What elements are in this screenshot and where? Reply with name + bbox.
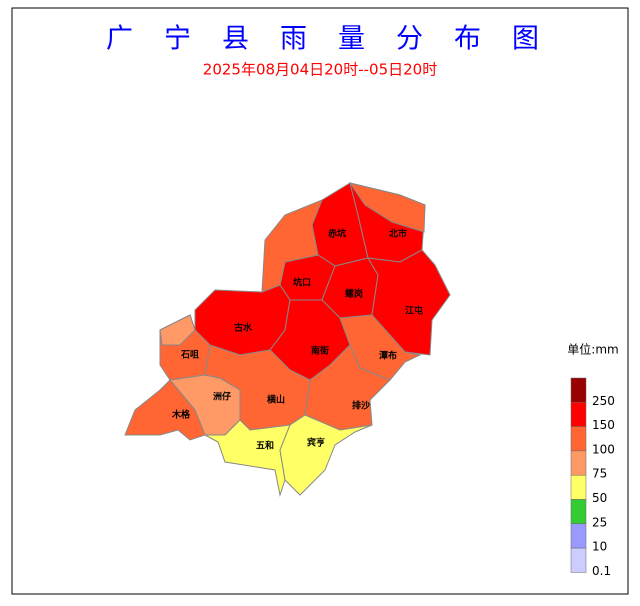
legend-swatch: [570, 402, 587, 427]
town-label: 赤坑: [328, 228, 346, 240]
legend-swatch: [570, 450, 587, 476]
town-label: 木格: [171, 409, 191, 421]
legend-swatch: [570, 474, 587, 500]
legend-label: 0.1: [592, 564, 611, 578]
region-patch: [159, 314, 196, 346]
town-label: 宾亨: [307, 437, 325, 449]
town-label: 螺岗: [345, 288, 363, 300]
region: [279, 414, 373, 496]
legend-label: 250: [592, 394, 615, 408]
legend-swatch: [570, 426, 587, 452]
town-label: 洲仔: [213, 391, 231, 403]
region-patch: [348, 182, 426, 233]
town-label: 排沙: [352, 400, 370, 412]
legend-unit: 单位:mm: [567, 342, 618, 357]
subtitle: 2025年08月04日20时--05日20时: [203, 61, 437, 79]
town-label: 横山: [267, 394, 285, 406]
legend-label: 10: [592, 540, 607, 554]
legend-swatch: [570, 523, 587, 549]
legend-swatch: [570, 547, 587, 573]
town-label: 南街: [311, 345, 329, 357]
town-label: 北市: [389, 228, 407, 240]
town-label: 江屯: [405, 305, 423, 317]
legend-label: 50: [592, 491, 607, 505]
legend-swatch: [570, 377, 587, 403]
town-label: 石咀: [180, 350, 199, 361]
legend-label: 75: [592, 467, 607, 481]
legend-label: 150: [592, 418, 615, 432]
legend-swatch: [570, 499, 587, 525]
town-label: 古水: [234, 322, 253, 334]
town-label: 潭布: [379, 350, 397, 362]
legend-label: 25: [592, 515, 607, 529]
region: [124, 379, 206, 441]
town-label: 坑口: [293, 277, 311, 289]
legend-label: 100: [592, 442, 615, 456]
title: 广宁县雨量分布图: [106, 24, 570, 55]
legend: 250 150 100 75 50 25 10 0.1: [570, 377, 615, 578]
region-patch: [261, 199, 323, 293]
town-label: 五和: [256, 440, 274, 452]
region: [367, 249, 451, 356]
regions: [124, 182, 451, 497]
